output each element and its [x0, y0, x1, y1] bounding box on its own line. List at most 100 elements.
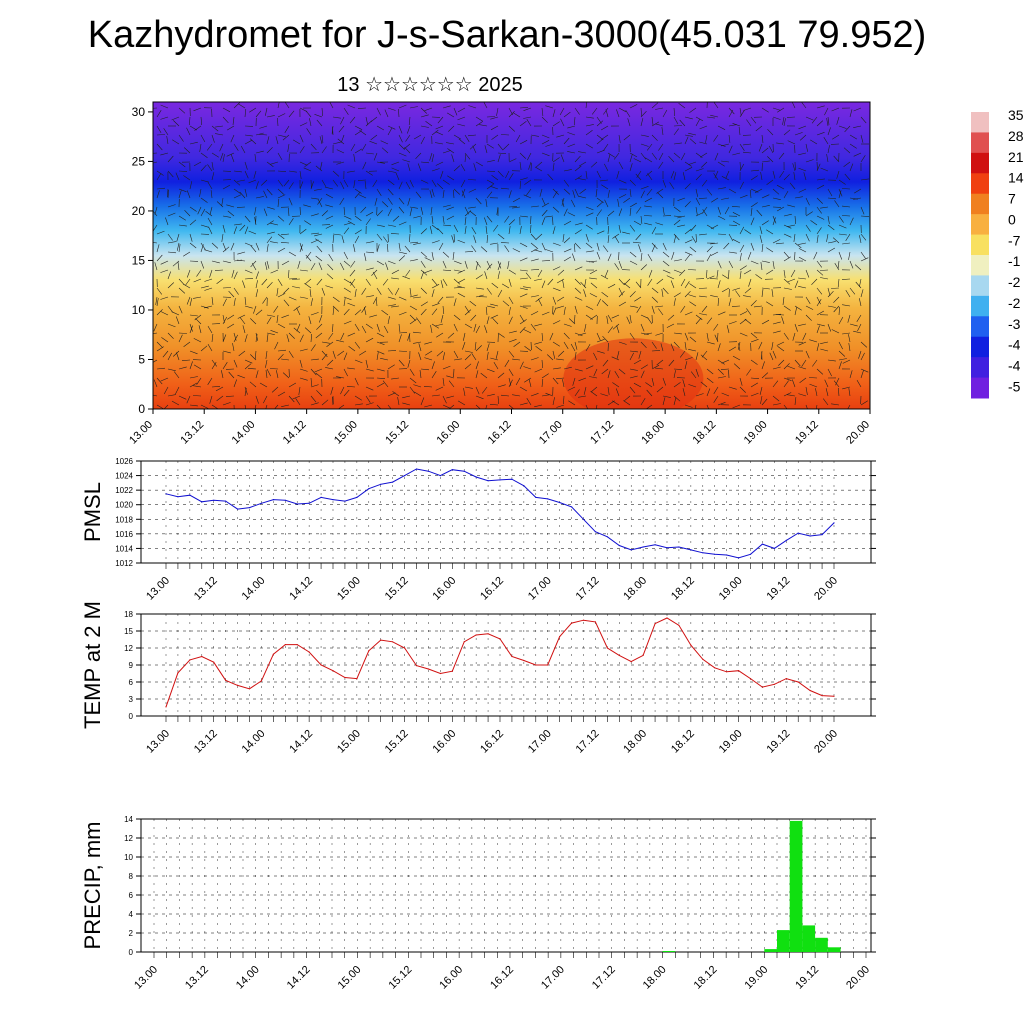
wind-barb: [849, 143, 857, 149]
wind-barb: [178, 161, 186, 168]
wind-barb: [760, 172, 763, 181]
wind-barb: [365, 295, 374, 298]
data-point: [821, 695, 823, 697]
wind-barb: [766, 229, 774, 235]
wind-barb: [778, 152, 785, 160]
wind-barb: [578, 151, 587, 154]
xtick-label: 17.00: [539, 964, 567, 992]
wind-barb: [600, 125, 609, 131]
wind-barb: [579, 188, 587, 195]
wind-barb: [409, 287, 412, 296]
wind-barb: [596, 298, 601, 307]
wind-barb: [420, 228, 428, 235]
wind-barb: [563, 248, 572, 253]
wind-barb: [349, 116, 356, 124]
wind-barb: [684, 134, 693, 137]
wind-barb: [541, 140, 550, 145]
wind-barb: [530, 323, 537, 331]
wind-barb: [805, 197, 810, 206]
wind-barb: [321, 107, 323, 117]
wind-barb: [288, 218, 294, 226]
wind-barb: [160, 116, 169, 120]
wind-barb: [238, 350, 246, 357]
wind-barb: [250, 245, 257, 253]
wind-barb: [684, 251, 693, 256]
wind-barb: [420, 368, 430, 371]
wind-barb: [325, 204, 334, 208]
wind-barb: [706, 341, 715, 345]
wind-barb: [391, 167, 400, 172]
wind-barb: [717, 311, 726, 316]
wind-barb: [858, 350, 862, 359]
wind-barb: [673, 341, 680, 349]
wind-barb: [376, 244, 380, 253]
wind-barb: [185, 278, 191, 286]
wind-barb: [376, 161, 385, 164]
wind-barb: [689, 107, 697, 113]
wind-barb: [387, 208, 392, 217]
wind-barb: [732, 355, 741, 361]
wind-barb: [585, 233, 589, 242]
xtick-label: 20.00: [812, 575, 840, 603]
wind-barb: [457, 278, 466, 284]
wind-barb: [709, 278, 719, 280]
wind-barb: [207, 325, 213, 334]
wind-barb: [442, 105, 451, 109]
data-point: [785, 678, 787, 680]
wind-barb: [266, 231, 275, 235]
wind-barb: [435, 323, 444, 327]
wind-barb: [614, 236, 620, 244]
wind-barb: [299, 269, 308, 272]
wind-barb: [750, 260, 759, 265]
wind-barb: [519, 326, 526, 334]
ytick-label: 15: [124, 627, 133, 636]
wind-barb: [541, 242, 546, 251]
xtick-label: 17.00: [526, 575, 554, 603]
wind-barb: [429, 226, 433, 235]
wind-barb: [530, 248, 539, 253]
wind-barb: [309, 289, 312, 298]
wind-barb: [232, 343, 235, 352]
wind-barb: [277, 194, 286, 199]
wind-barb: [381, 147, 389, 154]
wind-barb: [541, 209, 548, 217]
wind-barb: [365, 386, 374, 391]
wind-barb: [783, 305, 791, 311]
wind-barb: [332, 170, 340, 177]
wind-barb: [580, 281, 587, 289]
wind-barb: [601, 134, 609, 140]
wind-barb: [747, 251, 752, 260]
wind-barb: [309, 118, 312, 127]
wind-barb: [834, 263, 840, 271]
data-point: [499, 638, 501, 640]
wind-barb: [578, 161, 587, 167]
wind-barb: [849, 260, 854, 269]
wind-barb: [211, 260, 220, 264]
wind-barb: [413, 296, 422, 299]
wind-barb: [475, 325, 480, 334]
wind-barb: [376, 188, 382, 196]
wind-barb: [365, 323, 373, 329]
wind-barb: [602, 245, 609, 253]
wind-barb: [541, 116, 548, 123]
wind-barb: [200, 179, 209, 183]
wind-barb: [221, 233, 224, 242]
wind-barb: [721, 392, 730, 397]
wind-barb: [853, 330, 862, 334]
wind-barb: [200, 305, 209, 309]
wind-barb: [497, 233, 505, 240]
wind-barb: [607, 386, 610, 395]
wind-barb: [541, 107, 544, 117]
wind-barb: [420, 301, 428, 307]
wind-barb: [563, 307, 566, 316]
wind-barb: [574, 107, 580, 115]
wind-barb: [376, 382, 385, 388]
wind-barb: [526, 188, 532, 196]
wind-barb: [714, 152, 719, 161]
wind-barb: [402, 402, 411, 406]
wind-barb: [357, 107, 367, 109]
wind-barb: [688, 132, 697, 136]
wind-barb: [618, 224, 621, 233]
wind-barb: [842, 242, 851, 245]
wind-barb: [549, 332, 554, 341]
